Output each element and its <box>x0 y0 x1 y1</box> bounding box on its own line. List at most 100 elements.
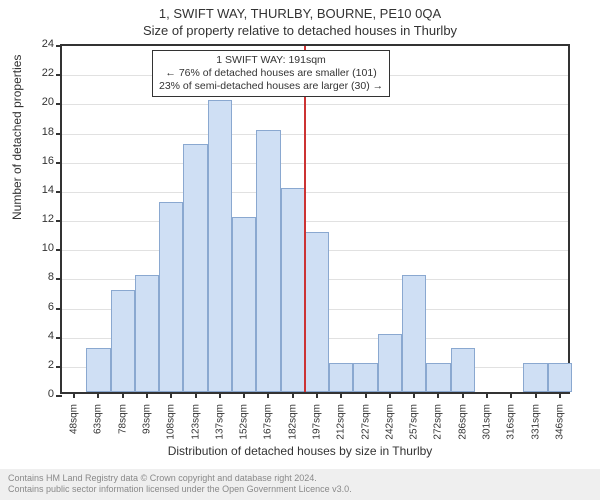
xtick-label: 301sqm <box>482 404 493 440</box>
annotation-line-3: 23% of semi-detached houses are larger (… <box>159 80 383 93</box>
xtick-mark <box>243 392 245 398</box>
histogram-bar <box>111 290 135 392</box>
xtick-mark <box>510 392 512 398</box>
histogram-bar <box>232 217 256 392</box>
ytick-label: 10 <box>24 242 54 254</box>
xtick-label: 93sqm <box>142 404 153 434</box>
ytick-mark <box>56 278 62 280</box>
xtick-label: 123sqm <box>190 404 201 440</box>
xtick-mark <box>389 392 391 398</box>
ytick-label: 22 <box>24 67 54 79</box>
xtick-label: 346sqm <box>554 404 565 440</box>
histogram-bar <box>256 130 280 393</box>
xtick-label: 242sqm <box>384 404 395 440</box>
xtick-mark <box>559 392 561 398</box>
histogram-bar <box>378 334 402 392</box>
histogram-bar <box>135 275 159 392</box>
page-title-address: 1, SWIFT WAY, THURLBY, BOURNE, PE10 0QA <box>0 0 600 21</box>
ytick-mark <box>56 308 62 310</box>
xtick-mark <box>122 392 124 398</box>
xtick-mark <box>195 392 197 398</box>
histogram-bar <box>548 363 572 392</box>
histogram-bar <box>208 100 232 392</box>
xtick-mark <box>340 392 342 398</box>
histogram-bar <box>426 363 450 392</box>
xtick-label: 197sqm <box>312 404 323 440</box>
gridline <box>62 192 568 193</box>
ytick-label: 14 <box>24 184 54 196</box>
xtick-mark <box>365 392 367 398</box>
ytick-mark <box>56 45 62 47</box>
xtick-label: 108sqm <box>166 404 177 440</box>
xtick-label: 286sqm <box>457 404 468 440</box>
xtick-mark <box>413 392 415 398</box>
ytick-mark <box>56 220 62 222</box>
xtick-mark <box>462 392 464 398</box>
histogram-bar <box>353 363 377 392</box>
ytick-mark <box>56 103 62 105</box>
x-axis-label: Distribution of detached houses by size … <box>0 444 600 458</box>
xtick-mark <box>486 392 488 398</box>
xtick-mark <box>146 392 148 398</box>
xtick-mark <box>219 392 221 398</box>
xtick-label: 167sqm <box>263 404 274 440</box>
footer-attribution: Contains HM Land Registry data © Crown c… <box>0 469 600 500</box>
xtick-label: 257sqm <box>409 404 420 440</box>
annotation-box: 1 SWIFT WAY: 191sqm← 76% of detached hou… <box>152 50 390 97</box>
ytick-label: 2 <box>24 359 54 371</box>
ytick-mark <box>56 366 62 368</box>
xtick-label: 212sqm <box>336 404 347 440</box>
xtick-label: 331sqm <box>530 404 541 440</box>
xtick-label: 63sqm <box>93 404 104 434</box>
xtick-mark <box>316 392 318 398</box>
xtick-label: 48sqm <box>69 404 80 434</box>
ytick-mark <box>56 249 62 251</box>
xtick-label: 137sqm <box>214 404 225 440</box>
y-axis-label: Number of detached properties <box>10 55 24 220</box>
footer-line-2: Contains public sector information licen… <box>8 484 592 496</box>
histogram-bar <box>281 188 305 392</box>
histogram-bar <box>183 144 207 392</box>
gridline <box>62 104 568 105</box>
xtick-mark <box>292 392 294 398</box>
chart-container: 48sqm63sqm78sqm93sqm108sqm123sqm137sqm15… <box>60 44 570 394</box>
gridline <box>62 134 568 135</box>
ytick-mark <box>56 162 62 164</box>
ytick-label: 8 <box>24 271 54 283</box>
xtick-mark <box>437 392 439 398</box>
xtick-label: 272sqm <box>433 404 444 440</box>
page-title-subtitle: Size of property relative to detached ho… <box>0 21 600 42</box>
histogram-bar <box>402 275 426 392</box>
xtick-label: 152sqm <box>239 404 250 440</box>
ytick-label: 6 <box>24 301 54 313</box>
reference-line <box>304 46 306 392</box>
xtick-mark <box>73 392 75 398</box>
ytick-label: 0 <box>24 388 54 400</box>
gridline <box>62 163 568 164</box>
ytick-label: 24 <box>24 38 54 50</box>
xtick-mark <box>267 392 269 398</box>
histogram-bar <box>159 202 183 392</box>
histogram-bar <box>451 348 475 392</box>
xtick-mark <box>170 392 172 398</box>
xtick-mark <box>97 392 99 398</box>
histogram-bar <box>329 363 353 392</box>
ytick-mark <box>56 133 62 135</box>
ytick-label: 18 <box>24 126 54 138</box>
ytick-label: 4 <box>24 330 54 342</box>
xtick-label: 316sqm <box>506 404 517 440</box>
ytick-mark <box>56 337 62 339</box>
histogram-bar <box>523 363 547 392</box>
xtick-label: 78sqm <box>117 404 128 434</box>
histogram-bar <box>86 348 110 392</box>
xtick-label: 182sqm <box>287 404 298 440</box>
ytick-mark <box>56 74 62 76</box>
ytick-label: 16 <box>24 155 54 167</box>
histogram-bar <box>305 232 329 392</box>
xtick-label: 227sqm <box>360 404 371 440</box>
gridline <box>62 221 568 222</box>
ytick-mark <box>56 395 62 397</box>
ytick-label: 12 <box>24 213 54 225</box>
plot-area: 48sqm63sqm78sqm93sqm108sqm123sqm137sqm15… <box>60 44 570 394</box>
ytick-mark <box>56 191 62 193</box>
